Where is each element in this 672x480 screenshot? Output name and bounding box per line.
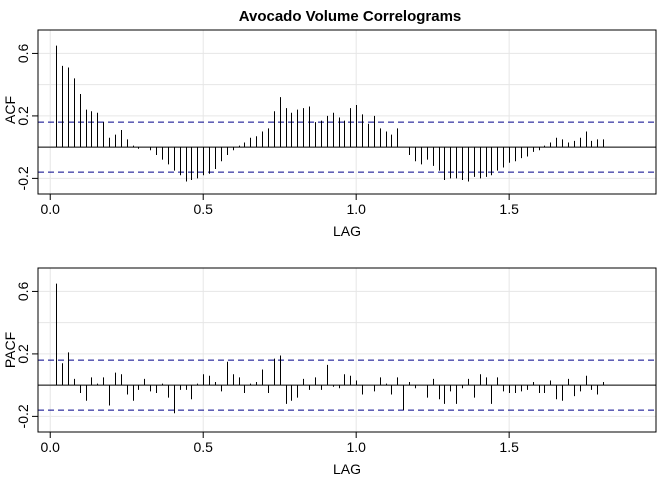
acf-x-tick-label: 1.0 xyxy=(346,201,366,217)
acf-confidence-bounds xyxy=(38,121,656,173)
pacf-axes: 0.0 0.5 1.0 1.5 -0.2 0.2 0.6 xyxy=(15,281,519,455)
pacf-x-tick-label: 1.0 xyxy=(346,439,366,455)
acf-bars xyxy=(56,45,604,182)
acf-y-tick-label: 0.2 xyxy=(15,106,31,126)
pacf-confidence-bounds xyxy=(38,359,656,411)
acf-plot-frame xyxy=(37,29,657,195)
acf-y-tick-label: -0.2 xyxy=(15,166,31,190)
chart-title: Avocado Volume Correlograms xyxy=(239,8,462,25)
acf-axes: 0.0 0.5 1.0 1.5 -0.2 0.2 0.6 xyxy=(15,43,519,217)
pacf-plot-frame xyxy=(37,267,657,433)
pacf-x-tick-label: 0.0 xyxy=(41,439,61,455)
pacf-y-tick-label: 0.6 xyxy=(15,281,31,301)
acf-y-axis-label: ACF xyxy=(2,96,18,124)
pacf-x-tick-label: 1.5 xyxy=(499,439,519,455)
acf-x-axis-label: LAG xyxy=(333,223,361,239)
acf-y-tick-label: 0.6 xyxy=(15,43,31,63)
acf-grid xyxy=(38,30,656,194)
pacf-x-tick-label: 0.5 xyxy=(193,439,213,455)
acf-x-tick-label: 0.0 xyxy=(41,201,61,217)
acf-panel: 0.0 0.5 1.0 1.5 -0.2 0.2 0.6 LAG ACF xyxy=(2,29,657,239)
pacf-x-axis-label: LAG xyxy=(333,461,361,477)
acf-x-tick-label: 1.5 xyxy=(499,201,519,217)
acf-x-tick-label: 0.5 xyxy=(193,201,213,217)
pacf-bars xyxy=(56,283,604,414)
pacf-panel: 0.0 0.5 1.0 1.5 -0.2 0.2 0.6 LAG PACF xyxy=(2,267,657,477)
pacf-y-axis-label: PACF xyxy=(2,332,18,368)
pacf-grid xyxy=(38,268,656,432)
pacf-y-tick-label: 0.2 xyxy=(15,344,31,364)
pacf-y-tick-label: -0.2 xyxy=(15,404,31,428)
